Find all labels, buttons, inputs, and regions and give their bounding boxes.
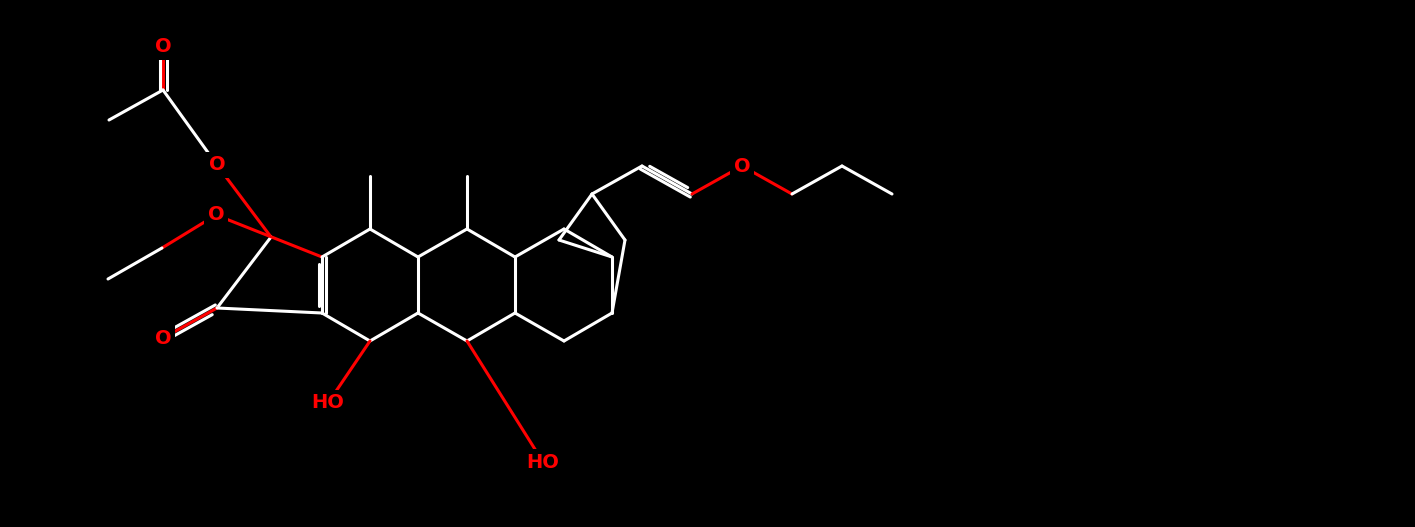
- Text: O: O: [208, 155, 225, 174]
- Text: O: O: [208, 206, 225, 225]
- Text: O: O: [154, 328, 171, 347]
- Text: HO: HO: [526, 453, 559, 472]
- Text: HO: HO: [311, 394, 344, 413]
- Text: O: O: [154, 37, 171, 56]
- Text: O: O: [734, 157, 750, 175]
